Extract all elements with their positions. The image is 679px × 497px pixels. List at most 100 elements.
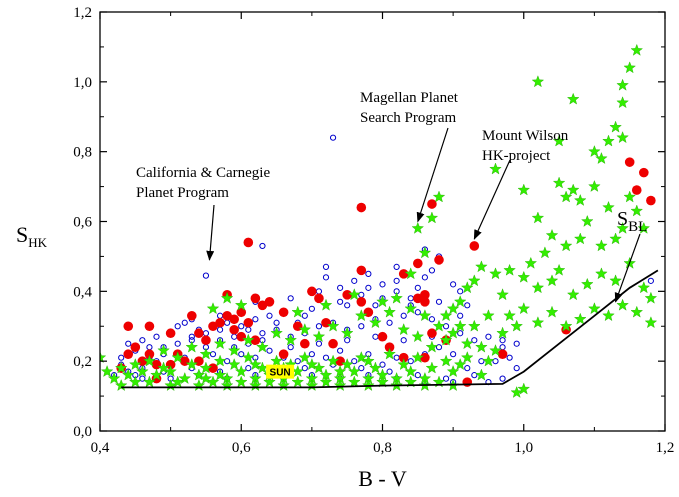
- data-point-filled-circle: [342, 290, 352, 300]
- data-point-star: [460, 281, 474, 294]
- data-point-open-circle: [266, 312, 273, 319]
- data-point-open-circle: [181, 319, 188, 326]
- data-point-filled-circle: [144, 349, 155, 359]
- data-point-star: [581, 277, 594, 290]
- data-point-filled-circle: [469, 241, 480, 251]
- data-point-star: [397, 358, 410, 370]
- data-point-open-circle: [238, 323, 245, 330]
- data-point-open-circle: [492, 358, 499, 365]
- data-point-filled-circle: [356, 202, 367, 213]
- data-point-star: [425, 340, 439, 353]
- data-point-star: [242, 333, 255, 346]
- data-point-open-circle: [146, 344, 153, 351]
- data-point-star: [566, 92, 580, 105]
- data-point-star: [411, 221, 425, 234]
- data-point-star: [453, 295, 467, 308]
- annotation-arrow-california: [206, 204, 215, 261]
- data-point-star: [234, 365, 248, 377]
- data-point-star: [559, 319, 573, 332]
- data-point-star: [333, 365, 347, 377]
- data-point-star: [369, 316, 382, 329]
- data-point-open-circle: [259, 330, 266, 337]
- data-point-open-circle: [174, 340, 181, 347]
- data-point-star: [100, 365, 114, 377]
- data-point-filled-circle: [187, 310, 197, 321]
- data-point-star: [489, 162, 502, 175]
- data-point-open-circle: [464, 365, 471, 372]
- data-point-star: [588, 302, 601, 315]
- y-tick-label: 0,8: [73, 145, 92, 161]
- data-point-star: [340, 358, 354, 370]
- data-point-star: [644, 316, 658, 329]
- data-point-open-circle: [372, 302, 379, 309]
- annotation-california: California & Carnegie Planet Program: [136, 165, 270, 201]
- data-point-star: [404, 365, 418, 377]
- data-point-star: [630, 43, 644, 56]
- data-point-open-circle: [414, 309, 421, 316]
- data-point-filled-circle: [243, 317, 254, 328]
- data-point-open-circle: [435, 344, 443, 351]
- data-point-star: [460, 337, 474, 350]
- data-point-filled-circle: [307, 286, 317, 297]
- data-point-star: [517, 382, 531, 395]
- data-point-star: [588, 145, 601, 157]
- data-point-star: [114, 361, 128, 374]
- data-point-open-circle: [442, 323, 450, 330]
- data-point-star: [623, 190, 636, 203]
- data-point-star: [347, 375, 361, 388]
- data-point-filled-circle: [123, 321, 134, 332]
- annotation-line: Magellan Planet: [360, 90, 459, 106]
- data-point-star: [411, 330, 425, 343]
- data-point-open-circle: [428, 316, 436, 323]
- x-axis-title: B - V: [358, 466, 407, 491]
- data-point-star: [595, 239, 608, 252]
- data-point-star: [340, 326, 354, 339]
- data-point-open-circle: [358, 323, 365, 330]
- data-point-star: [143, 375, 156, 388]
- sun-marker-box: [266, 364, 295, 379]
- data-point-star: [220, 291, 234, 304]
- data-point-open-circle: [421, 274, 428, 281]
- data-point-star: [383, 305, 396, 318]
- data-point-star: [439, 333, 453, 346]
- annotation-line: Search Program: [360, 110, 457, 126]
- data-point-star: [616, 221, 629, 234]
- data-point-open-circle: [506, 354, 513, 361]
- data-point-star: [517, 183, 531, 196]
- data-point-star: [573, 312, 587, 325]
- data-point-star: [185, 358, 199, 370]
- data-point-star: [602, 309, 615, 322]
- data-point-open-circle: [379, 361, 386, 368]
- data-point-star: [637, 281, 651, 294]
- data-point-open-circle: [435, 298, 443, 305]
- data-point-filled-circle: [123, 349, 134, 359]
- data-point-star: [475, 260, 488, 273]
- data-point-star: [432, 190, 446, 203]
- data-point-star: [602, 200, 615, 213]
- data-point-star: [171, 351, 184, 363]
- data-point-star: [312, 330, 326, 343]
- data-point-open-circle: [471, 372, 478, 379]
- data-point-star: [425, 211, 439, 224]
- data-point-open-circle: [442, 375, 450, 382]
- data-point-open-circle: [471, 337, 478, 344]
- data-point-open-circle: [273, 319, 280, 326]
- data-point-open-circle: [139, 337, 146, 344]
- x-tick-label: 0,8: [373, 440, 392, 456]
- data-point-filled-circle: [243, 237, 254, 248]
- annotation-line: California & Carnegie: [136, 165, 270, 181]
- data-point-star: [234, 298, 248, 311]
- data-point-open-circle: [499, 375, 506, 382]
- data-point-filled-circle: [278, 307, 289, 318]
- data-point-star: [136, 365, 149, 377]
- data-point-star: [616, 78, 629, 91]
- data-point-star: [588, 180, 601, 192]
- data-point-star: [270, 354, 283, 367]
- data-point-star: [107, 372, 121, 384]
- data-point-open-circle: [329, 134, 337, 141]
- data-point-open-circle: [322, 263, 330, 270]
- data-point-star: [510, 319, 523, 332]
- data-point-star: [256, 340, 269, 353]
- data-point-open-circle: [118, 354, 125, 361]
- data-point-open-circle: [478, 358, 485, 365]
